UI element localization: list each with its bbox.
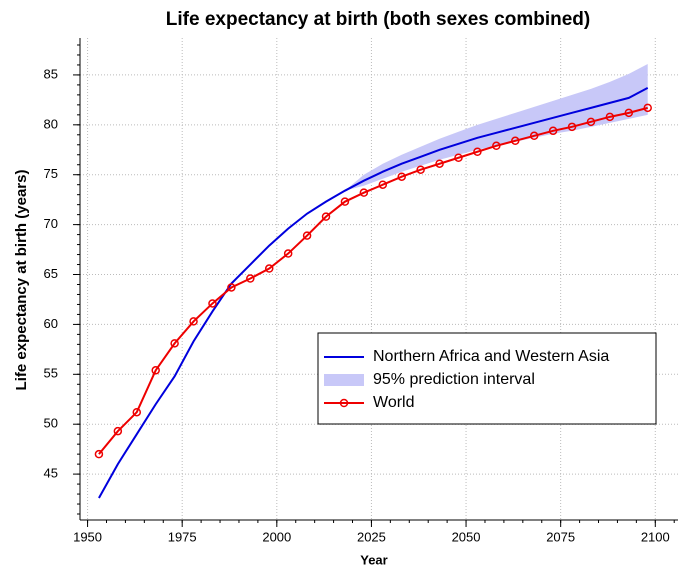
series-marker (511, 136, 520, 146)
y-tick-label: 60 (44, 316, 58, 331)
legend-swatch (324, 374, 364, 386)
y-tick-label: 50 (44, 416, 58, 431)
series-line (98, 87, 649, 499)
series-marker (643, 103, 652, 113)
series-marker (208, 299, 217, 308)
y-tick-label: 70 (44, 216, 58, 231)
series-marker (246, 274, 255, 283)
legend-box (317, 332, 657, 425)
legend-marker (339, 398, 349, 408)
series-marker (567, 122, 577, 132)
series-marker (586, 117, 596, 127)
series-marker (435, 159, 444, 168)
series-marker (359, 188, 369, 197)
legend-label: Northern Africa and Western Asia (373, 348, 609, 365)
series-marker (227, 283, 236, 292)
series-marker (605, 112, 615, 122)
series-marker (397, 172, 406, 181)
x-tick-label: 1950 (73, 529, 102, 544)
series-marker (529, 131, 539, 141)
series-marker (416, 165, 425, 174)
series-marker (548, 126, 558, 136)
series-marker (189, 317, 198, 326)
chart-title: Life expectancy at birth (both sexes com… (166, 9, 590, 30)
series-marker (264, 264, 274, 273)
prediction-band (344, 63, 648, 191)
legend: Northern Africa and Western Asia 95% pred… (317, 332, 657, 425)
legend-label: 95% prediction interval (373, 371, 535, 388)
series-marker (340, 197, 350, 206)
series-marker (283, 249, 293, 258)
y-tick-label: 65 (44, 266, 58, 281)
series-marker (378, 180, 388, 189)
x-tick-label: 2075 (546, 529, 575, 544)
series-marker (454, 153, 463, 163)
y-axis-label: Life expectancy at birth (years) (13, 170, 30, 391)
x-tick-label: 2050 (452, 529, 481, 544)
x-tick-label: 2025 (357, 529, 386, 544)
x-tick-label: 2100 (641, 529, 670, 544)
series-marker (624, 108, 634, 118)
series-marker (170, 339, 179, 348)
series-marker (302, 231, 312, 240)
series-marker (132, 407, 142, 417)
x-tick-label: 1975 (168, 529, 197, 544)
series-marker (473, 147, 482, 157)
series-marker (321, 212, 331, 221)
legend-label: World (373, 394, 415, 411)
y-tick-label: 55 (44, 366, 58, 381)
series-marker (113, 426, 123, 436)
y-tick-label: 75 (44, 166, 58, 181)
series-marker (492, 141, 501, 151)
y-tick-label: 85 (44, 66, 58, 81)
x-axis-label: Year (360, 552, 387, 567)
y-tick-label: 80 (44, 116, 58, 131)
series-marker (151, 366, 160, 375)
series-marker (94, 449, 104, 459)
x-tick-label: 2000 (262, 529, 291, 544)
y-tick-label: 45 (44, 466, 58, 481)
